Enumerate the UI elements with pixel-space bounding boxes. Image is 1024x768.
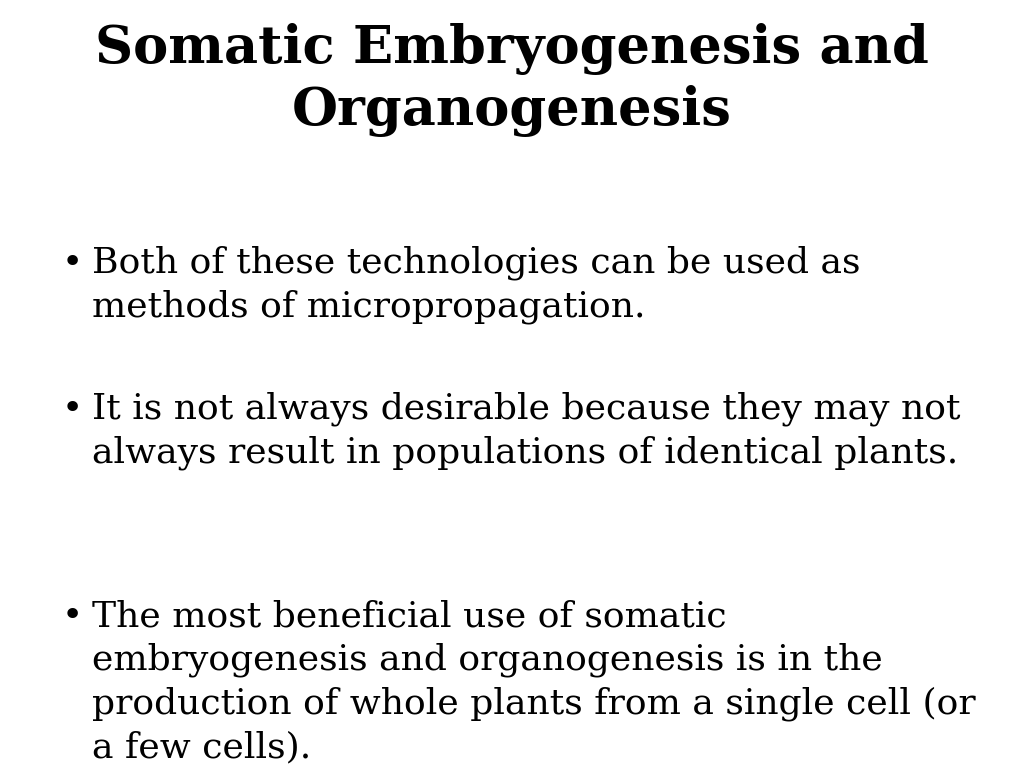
Text: •: • <box>61 599 83 633</box>
Text: The most beneficial use of somatic
embryogenesis and organogenesis is in the
pro: The most beneficial use of somatic embry… <box>92 599 976 764</box>
Text: •: • <box>61 246 83 280</box>
Text: Somatic Embryogenesis and
Organogenesis: Somatic Embryogenesis and Organogenesis <box>95 23 929 137</box>
Text: Both of these technologies can be used as
methods of micropropagation.: Both of these technologies can be used a… <box>92 246 860 324</box>
Text: •: • <box>61 392 83 425</box>
Text: It is not always desirable because they may not
always result in populations of : It is not always desirable because they … <box>92 392 961 470</box>
